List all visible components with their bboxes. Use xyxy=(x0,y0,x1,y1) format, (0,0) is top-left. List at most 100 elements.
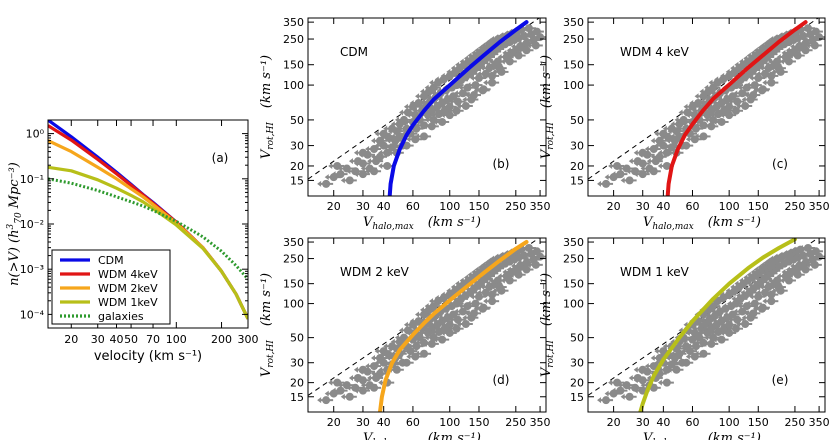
galaxy-point xyxy=(725,290,734,299)
galaxy-arrow xyxy=(646,374,651,381)
galaxy-arrow xyxy=(681,348,686,355)
galaxy-arrow xyxy=(440,72,445,79)
galaxy-point xyxy=(452,324,461,333)
galaxy-arrow xyxy=(597,180,602,187)
y-axis-label: Vrot,HI(km s⁻¹) xyxy=(259,273,276,377)
galaxy-point xyxy=(453,97,462,106)
galaxy-arrow xyxy=(726,300,731,307)
galaxy-arrow xyxy=(390,350,395,357)
galaxy-point xyxy=(625,392,634,401)
galaxy-arrow xyxy=(677,343,682,350)
y-axis-label: Vrot,HI(km s⁻¹) xyxy=(539,273,556,377)
galaxy-point xyxy=(461,319,470,328)
galaxy-point xyxy=(773,57,782,66)
galaxy-arrow xyxy=(398,109,403,116)
galaxy-arrow xyxy=(650,137,655,144)
galaxy-arrow xyxy=(447,325,452,332)
x-axis-label: Vhalo,max(km s⁻¹) xyxy=(643,215,761,232)
galaxy-arrow xyxy=(710,308,715,315)
galaxy-arrow xyxy=(781,269,786,276)
galaxy-arrow xyxy=(415,122,420,129)
galaxy-arrow xyxy=(486,61,491,68)
galaxy-arrow xyxy=(401,348,406,355)
y-tick-label: 50 xyxy=(570,114,584,127)
galaxy-arrow xyxy=(810,253,815,260)
galaxy-point xyxy=(749,91,758,100)
galaxy-arrow xyxy=(429,79,434,86)
galaxy-arrow xyxy=(383,144,388,151)
galaxy-arrow xyxy=(502,49,507,56)
galaxy-arrow xyxy=(806,28,811,35)
galaxy-arrow xyxy=(409,318,414,325)
y-axis-label: Vrot,HI(km s⁻¹) xyxy=(539,55,556,159)
galaxy-arrow xyxy=(522,250,527,257)
galaxy-arrow xyxy=(784,256,789,263)
y-tick-label: 50 xyxy=(290,332,304,345)
x-tick-label: 150 xyxy=(468,200,489,213)
galaxy-arrow xyxy=(699,88,704,95)
galaxy-point xyxy=(699,349,708,358)
galaxy-arrow xyxy=(734,280,739,287)
galaxy-arrow xyxy=(657,366,662,373)
y-tick-label: 50 xyxy=(570,332,584,345)
galaxy-arrow xyxy=(769,262,774,269)
galaxy-arrow xyxy=(406,353,411,360)
model-curve xyxy=(638,238,797,412)
galaxy-arrow xyxy=(743,55,748,62)
galaxy-arrow xyxy=(640,165,645,172)
galaxy-arrow xyxy=(428,321,433,328)
galaxy-point xyxy=(602,179,611,188)
galaxy-point xyxy=(725,328,734,337)
galaxy-arrow xyxy=(367,374,372,381)
galaxy-arrow xyxy=(790,43,795,50)
galaxy-arrow xyxy=(365,363,370,370)
y-tick-label: 30 xyxy=(290,140,304,153)
galaxy-arrow xyxy=(702,340,707,347)
galaxy-arrow xyxy=(762,298,767,305)
galaxy-point xyxy=(505,276,514,285)
galaxy-arrow xyxy=(665,355,670,362)
galaxy-arrow xyxy=(806,248,811,255)
galaxy-arrow xyxy=(497,273,502,280)
x-tick-label: 30 xyxy=(356,416,370,429)
panel-c: 20 30 40 60 100 150 250 35015203050100150250350… xyxy=(539,16,830,232)
galaxy-arrow xyxy=(728,316,733,323)
galaxy-point xyxy=(445,71,454,80)
x-tick-label: 20 xyxy=(327,200,341,213)
galaxy-arrow xyxy=(751,279,756,286)
galaxy-point xyxy=(638,365,647,374)
galaxy-arrow xyxy=(394,116,399,123)
galaxy-point xyxy=(801,265,810,274)
galaxy-arrow xyxy=(726,107,731,114)
galaxy-point xyxy=(638,148,647,157)
galaxy-arrow xyxy=(796,40,801,47)
galaxy-point xyxy=(810,260,819,269)
panel-b: 20 30 40 60 100 150 250 35015203050100150250350… xyxy=(259,16,551,232)
galaxy-arrow xyxy=(317,397,322,404)
galaxy-point xyxy=(815,252,824,261)
galaxy-arrow xyxy=(644,168,649,175)
galaxy-arrow xyxy=(760,42,765,49)
x-tick-label: 250 xyxy=(784,200,805,213)
y-tick-label: 20 xyxy=(570,377,584,390)
galaxy-arrow xyxy=(771,68,776,75)
galaxy-arrow xyxy=(712,336,717,343)
galaxy-arrow xyxy=(348,158,353,165)
galaxy-arrow xyxy=(387,149,392,156)
galaxy-point xyxy=(336,170,345,179)
galaxy-arrow xyxy=(488,58,493,65)
galaxy-arrow xyxy=(509,254,514,261)
y-tick-label: 10⁻³ xyxy=(20,263,44,276)
galaxy-arrow xyxy=(805,261,810,268)
galaxy-arrow xyxy=(717,314,722,321)
galaxy-arrow xyxy=(740,289,745,296)
galaxy-arrow xyxy=(517,266,522,273)
galaxy-arrow xyxy=(744,92,749,99)
x-tick-label: 350 xyxy=(530,200,551,213)
galaxy-arrow xyxy=(650,355,655,362)
galaxy-arrow xyxy=(429,111,434,118)
y-tick-label: 250 xyxy=(563,33,584,46)
galaxy-arrow xyxy=(796,47,801,54)
galaxy-arrow xyxy=(484,40,489,47)
galaxy-arrow xyxy=(494,253,499,260)
